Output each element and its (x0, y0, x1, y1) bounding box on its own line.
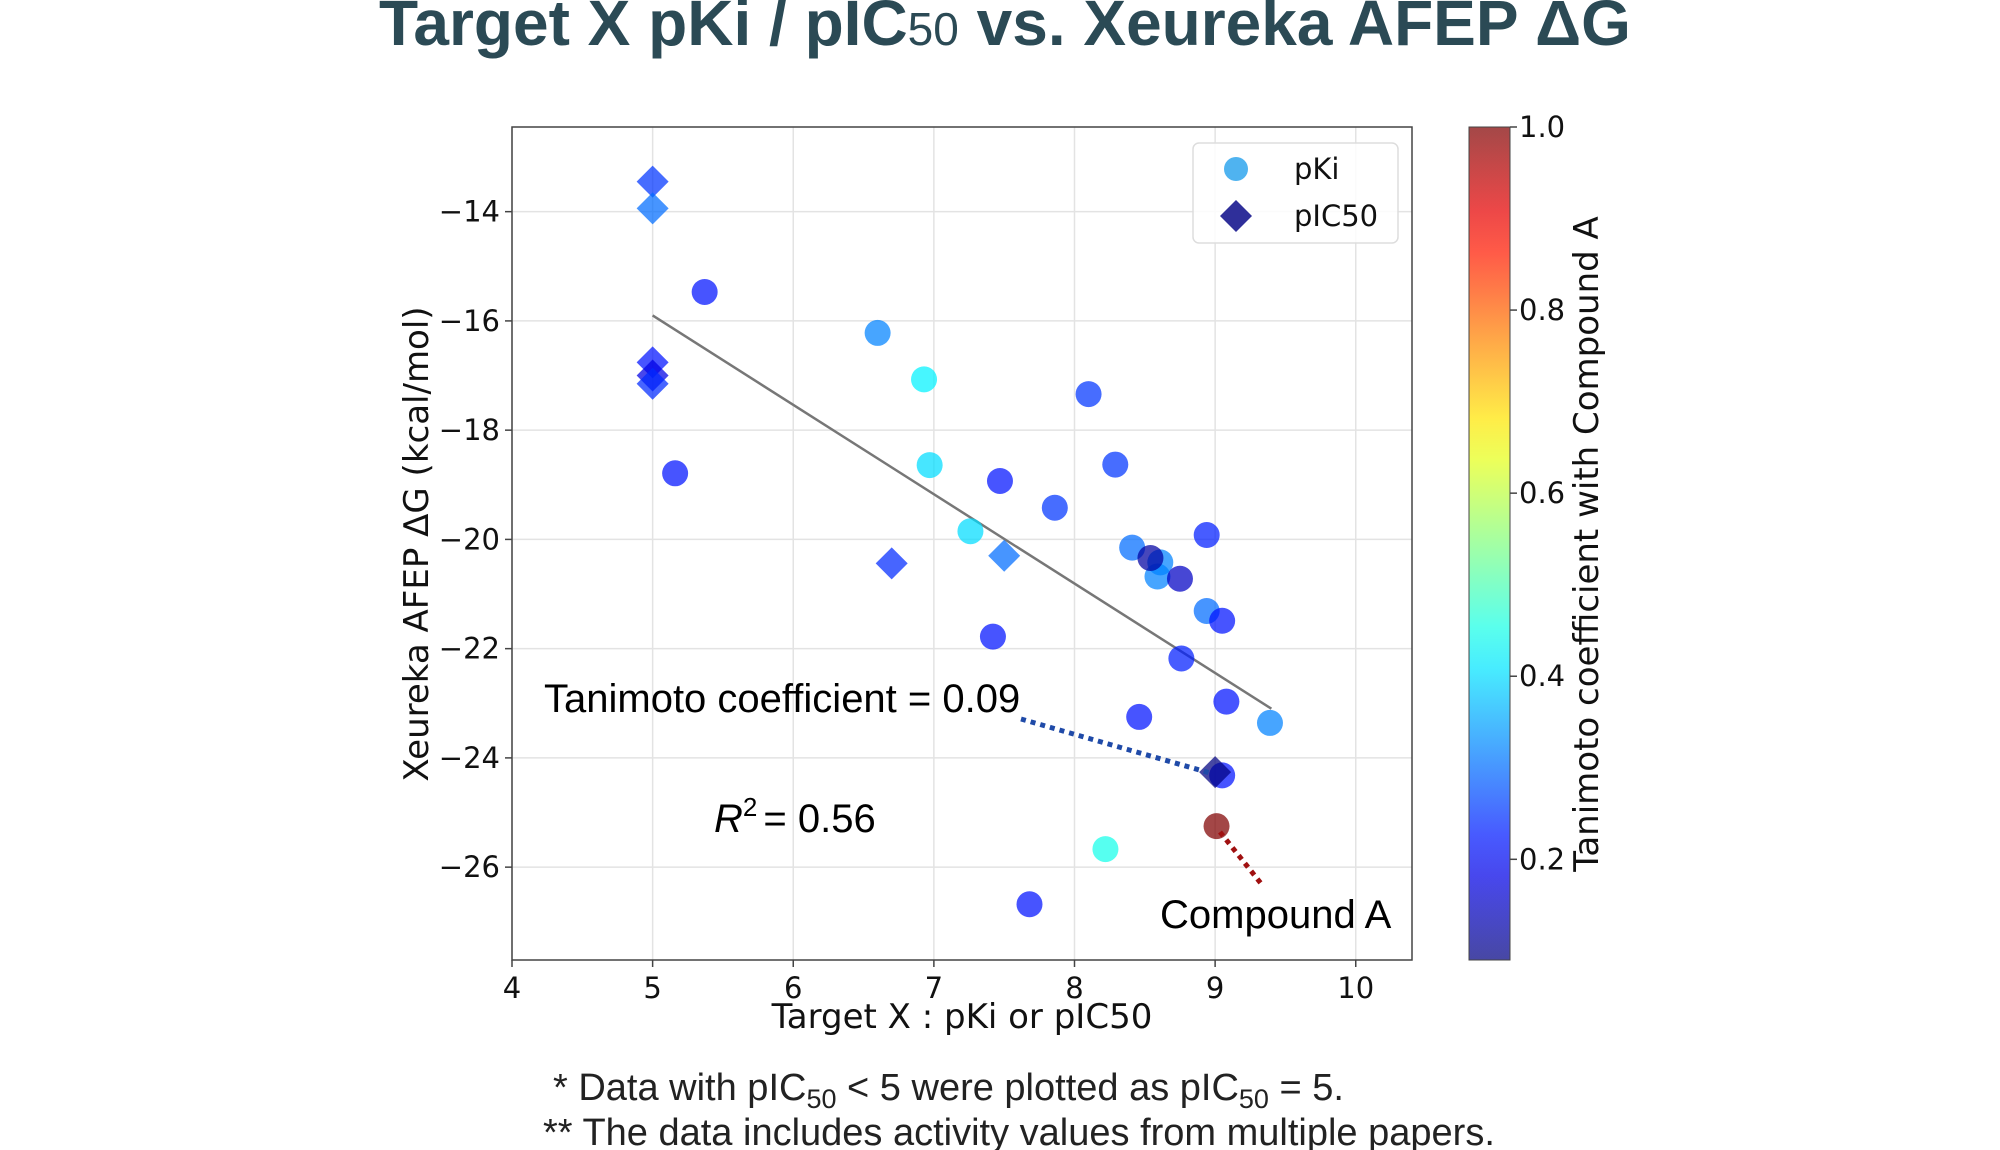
y-tick-label: −20 (439, 522, 500, 556)
x-tick-label: 4 (503, 971, 521, 1005)
colorbar-tick-label: 1.0 (1519, 110, 1565, 144)
point-pki (916, 452, 943, 479)
point-pic50 (1199, 756, 1232, 789)
point-pki (1213, 688, 1240, 715)
tanimoto-annotation: Tanimoto coefficient = 0.09 (544, 677, 1020, 721)
y-tick-label: −16 (439, 304, 500, 338)
plot-frame (511, 126, 1413, 961)
point-pic50 (988, 539, 1021, 572)
legend-label-pki: pKi (1294, 152, 1339, 186)
x-axis-label: Target X : pKi or pIC50 (771, 997, 1153, 1037)
point-pki (1256, 709, 1283, 736)
x-ticks: 4 5 6 7 8 9 10 (503, 960, 1374, 1005)
tanimoto-pointer-line (1020, 716, 1211, 776)
data-points (636, 165, 1283, 918)
point-pki (979, 623, 1006, 650)
r-squared-annotation: R2 = 0.56 (714, 792, 876, 841)
y-tick-label: −14 (439, 195, 500, 229)
x-tick-label: 6 (784, 971, 802, 1005)
colorbar-ticks: 0.2 0.4 0.6 0.8 1.0 (1510, 110, 1565, 876)
legend-marker-pki (1224, 157, 1248, 181)
compound-pointer-line (1218, 830, 1265, 888)
colorbar-label: Tanimoto coefficient with Compound A (1567, 216, 1607, 873)
point-pki (1193, 522, 1220, 549)
x-tick-label: 9 (1206, 971, 1224, 1005)
y-tick-label: −24 (439, 741, 500, 775)
point-pki (1075, 381, 1102, 408)
point-pki (957, 518, 984, 545)
x-tick-label: 5 (643, 971, 661, 1005)
x-tick-label: 8 (1065, 971, 1083, 1005)
point-pki (864, 319, 891, 346)
point-pki (662, 460, 689, 487)
point-pic50 (636, 165, 669, 198)
point-pki (986, 467, 1013, 494)
legend: pKi pIC50 (1192, 142, 1399, 244)
point-pki (1092, 836, 1119, 863)
point-pki (1041, 494, 1068, 521)
compound-a-annotation: Compound A (1160, 893, 1392, 937)
y-axis-label: Xeureka AFEP ΔG (kcal/mol) (397, 306, 437, 781)
regression-line (651, 314, 1273, 710)
x-tick-label: 10 (1337, 971, 1374, 1005)
point-pki (1137, 544, 1164, 571)
colorbar-tick-label: 0.4 (1519, 659, 1565, 693)
colorbar-tick-label: 0.2 (1519, 842, 1565, 876)
legend-label-pic50: pIC50 (1294, 199, 1378, 233)
y-tick-label: −26 (439, 850, 500, 884)
point-pki (691, 278, 718, 305)
y-tick-label: −18 (439, 413, 500, 447)
point-pki (1209, 607, 1236, 634)
footnote-1: * Data with pIC50 < 5 were plotted as pI… (553, 1067, 1344, 1114)
point-pic50 (636, 367, 669, 400)
point-pki (1166, 565, 1193, 592)
point-pic50 (636, 192, 669, 225)
point-pki (1102, 451, 1129, 478)
point-pki (911, 366, 938, 393)
point-pki (1168, 645, 1195, 672)
point-pic50 (875, 547, 908, 580)
chart-title: Target X pKi / pIC50 vs. Xeureka AFEP ΔG (379, 0, 1631, 59)
y-tick-label: −22 (439, 632, 500, 666)
colorbar-tick-label: 0.8 (1519, 293, 1565, 327)
x-tick-label: 7 (925, 971, 943, 1005)
point-pki (1016, 891, 1043, 918)
legend-marker-pic50 (1220, 200, 1252, 232)
footnote-2: ** The data includes activity values fro… (543, 1112, 1495, 1150)
colorbar-tick-label: 0.6 (1519, 476, 1565, 510)
point-pki (1203, 813, 1230, 840)
colorbar (1468, 126, 1511, 961)
point-pki (1126, 703, 1153, 730)
grid (511, 127, 1412, 960)
y-ticks: −14 −16 −18 −20 −22 −24 −26 (439, 195, 512, 884)
